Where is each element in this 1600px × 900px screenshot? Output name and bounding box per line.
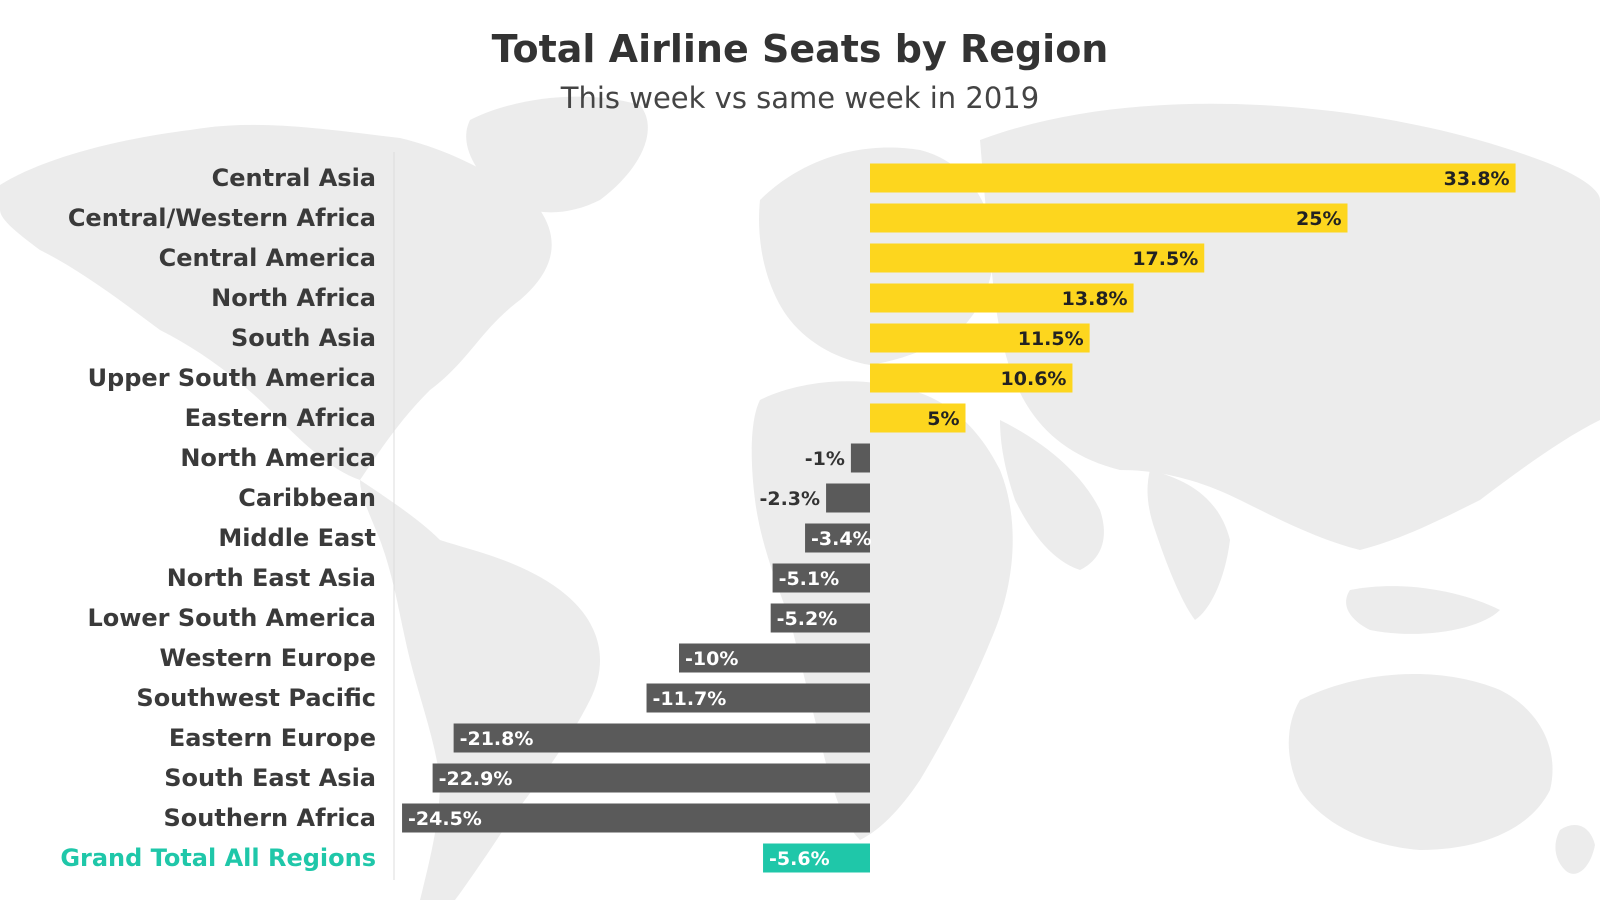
bar	[870, 323, 1090, 353]
category-label: Lower South America	[87, 604, 376, 632]
value-label: 17.5%	[1132, 248, 1198, 270]
value-label: -24.5%	[408, 808, 482, 830]
value-label: -2.3%	[759, 488, 820, 510]
bar	[870, 163, 1516, 193]
category-label: North America	[180, 444, 376, 472]
category-label: North East Asia	[167, 564, 376, 592]
value-label: -21.8%	[460, 728, 534, 750]
bar	[870, 203, 1348, 233]
value-label: -22.9%	[439, 768, 513, 790]
category-label: South East Asia	[164, 764, 376, 792]
bar	[805, 523, 870, 553]
bar	[432, 763, 870, 793]
value-label: -5.6%	[769, 848, 830, 870]
chart-subtitle: This week vs same week in 2019	[560, 81, 1040, 115]
value-label: -11.7%	[653, 688, 727, 710]
category-label: Eastern Europe	[169, 724, 376, 752]
category-label: Southwest Pacific	[136, 684, 376, 712]
category-label: Western Europe	[160, 644, 376, 672]
value-label: -10%	[685, 648, 738, 670]
category-label: North Africa	[211, 284, 376, 312]
bar	[679, 643, 870, 673]
category-label: Upper South America	[88, 364, 376, 392]
value-label: 11.5%	[1018, 328, 1084, 350]
bar	[826, 483, 870, 513]
bar	[770, 603, 870, 633]
bar	[870, 403, 966, 433]
bar	[453, 723, 870, 753]
bar	[772, 563, 870, 593]
category-label: Central/Western Africa	[68, 204, 376, 232]
bar	[870, 243, 1205, 273]
value-label: -3.4%	[811, 528, 872, 550]
value-label: -1%	[805, 448, 845, 470]
value-label: 5%	[927, 408, 959, 430]
bar	[850, 443, 870, 473]
value-label: 33.8%	[1444, 168, 1510, 190]
chart-title: Total Airline Seats by Region	[491, 27, 1109, 71]
value-label: -5.2%	[777, 608, 838, 630]
category-label: Southern Africa	[164, 804, 376, 832]
value-label: -5.1%	[779, 568, 840, 590]
bar	[646, 683, 870, 713]
bar	[870, 283, 1134, 313]
category-label: Caribbean	[238, 484, 376, 512]
category-label: Central Asia	[212, 164, 376, 192]
category-label-total: Grand Total All Regions	[60, 844, 376, 872]
category-label: Eastern Africa	[185, 404, 376, 432]
value-label: 10.6%	[1001, 368, 1067, 390]
bar	[402, 803, 870, 833]
value-label: 25%	[1296, 208, 1341, 230]
value-label: 13.8%	[1062, 288, 1128, 310]
category-label: South Asia	[231, 324, 376, 352]
category-label: Middle East	[218, 524, 376, 552]
bar-total	[763, 843, 870, 873]
bar	[870, 363, 1073, 393]
category-label: Central America	[159, 244, 376, 272]
